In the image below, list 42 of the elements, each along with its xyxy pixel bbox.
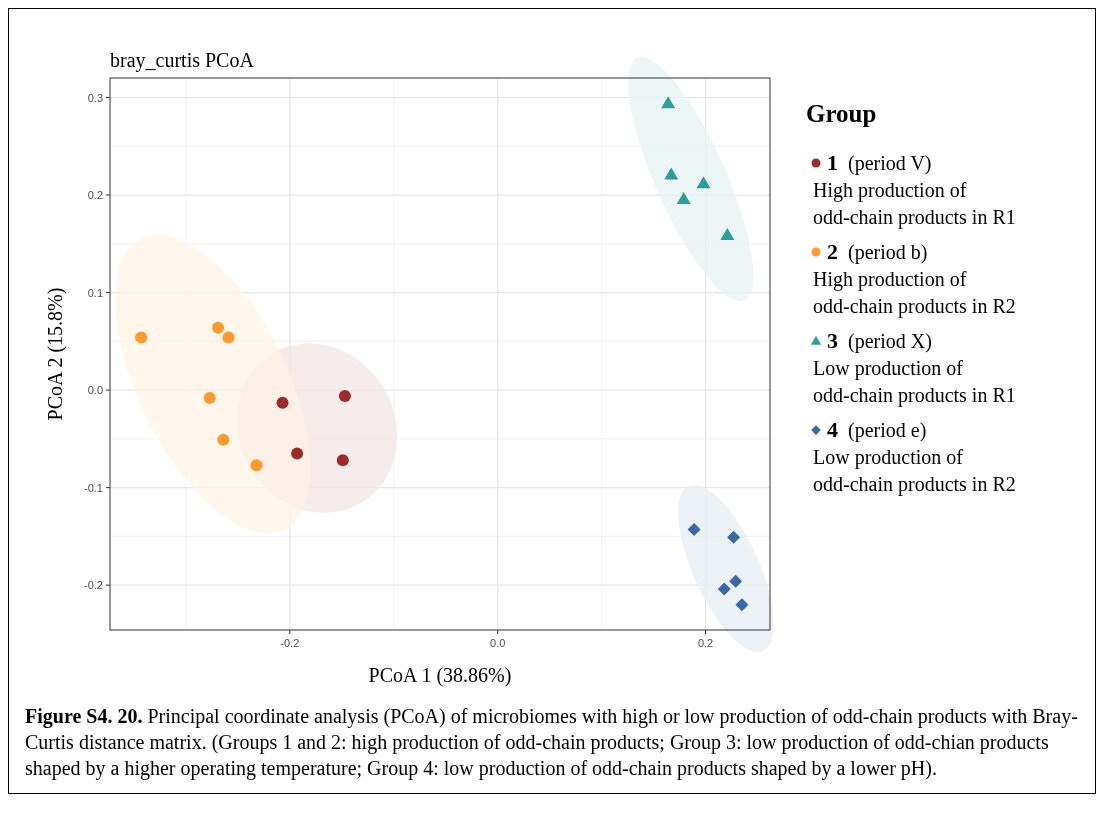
y-tick-label: 0.2 xyxy=(87,189,103,202)
point xyxy=(250,459,263,472)
text: Low production of odd-chain products in R2 xyxy=(813,446,1016,496)
point xyxy=(687,523,701,537)
caption: Figure S4. 20. xyxy=(25,705,143,727)
point xyxy=(336,454,349,467)
point xyxy=(661,96,676,109)
point xyxy=(727,530,741,544)
point xyxy=(135,331,148,344)
text: High production of odd-chain products in R1 xyxy=(813,179,1016,229)
y-tick-label: 0.1 xyxy=(87,286,103,299)
chart-title: bray_curtis PCoA xyxy=(110,49,255,72)
y-tick-label: -0.1 xyxy=(84,481,103,494)
point xyxy=(717,582,731,596)
point xyxy=(222,331,235,344)
legend-title: Group xyxy=(806,100,877,127)
point xyxy=(696,176,711,189)
point xyxy=(203,391,216,404)
text: High production of odd-chain products in R2 xyxy=(813,268,1016,318)
legend-label: 3 (period X) xyxy=(827,328,932,353)
point xyxy=(276,396,289,409)
legend-label: 2 (period b) xyxy=(827,239,928,264)
point xyxy=(729,574,743,588)
x-tick-label: 0.0 xyxy=(490,637,506,649)
point xyxy=(664,167,679,180)
x-tick-label: -0.2 xyxy=(280,637,300,649)
y-tick-label: 0.0 xyxy=(87,384,103,397)
point xyxy=(720,228,735,241)
point xyxy=(676,191,691,204)
legend-label: 4 (period e) xyxy=(827,417,927,442)
point xyxy=(217,433,230,446)
y-tick-label: 0.3 xyxy=(87,91,103,104)
point xyxy=(291,447,304,460)
point xyxy=(735,598,749,612)
point xyxy=(212,321,225,334)
y-tick-label: -0.2 xyxy=(84,579,103,592)
legend-label: 1 (period V) xyxy=(827,150,932,175)
y-axis-title: PCoA 2 (15.8%) xyxy=(44,287,67,421)
point xyxy=(338,389,351,402)
x-axis-title: PCoA 1 (38.86%) xyxy=(368,664,512,687)
x-tick-label: 0.2 xyxy=(697,637,714,649)
text: Low production of odd-chain products in R1 xyxy=(813,357,1016,407)
